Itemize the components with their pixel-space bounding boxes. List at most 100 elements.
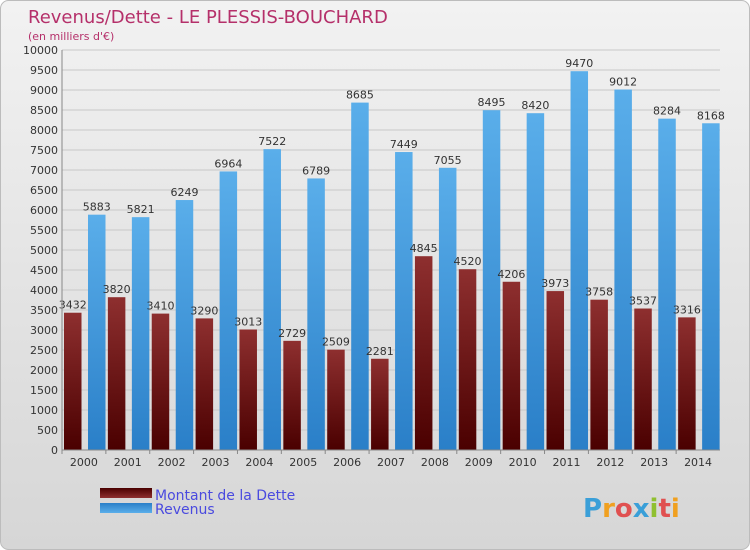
x-tick-label: 2013 <box>640 456 668 469</box>
y-tick-label: 9000 <box>30 84 58 97</box>
y-tick-label: 500 <box>37 424 58 437</box>
y-tick-label: 9500 <box>30 64 58 77</box>
logo-letter: o <box>615 494 633 524</box>
y-tick-label: 10000 <box>23 44 58 57</box>
data-label: 3758 <box>585 286 613 299</box>
data-label: 7522 <box>258 135 286 148</box>
bar-debt <box>414 256 433 450</box>
x-tick-label: 2002 <box>158 456 186 469</box>
data-label: 7449 <box>390 138 418 151</box>
logo-letter: P <box>583 494 602 524</box>
y-tick-label: 0 <box>51 444 58 457</box>
x-tick-label: 2012 <box>596 456 624 469</box>
data-label: 3290 <box>190 304 218 317</box>
legend-label-debt: Montant de la Dette <box>155 488 295 504</box>
y-tick-label: 4000 <box>30 284 58 297</box>
y-tick-label: 3000 <box>30 324 58 337</box>
data-label: 3537 <box>629 295 657 308</box>
x-tick-label: 2001 <box>114 456 142 469</box>
bar-revenue <box>131 217 150 450</box>
y-axis-ticks: 0 500 1000 1500 2000 2500 3000 3500 4000 4500 5000… <box>23 44 58 457</box>
y-tick-label: 6000 <box>30 204 58 217</box>
y-tick-label: 7000 <box>30 164 58 177</box>
bar-debt <box>678 317 696 450</box>
bar-debt <box>327 349 345 450</box>
x-tick-label: 2009 <box>465 456 493 469</box>
logo-letter: r <box>602 494 615 524</box>
data-label: 3410 <box>146 300 174 313</box>
data-label: 5883 <box>83 201 111 214</box>
data-labels: 3432 5883 3820 5821 3410 6249 3290 6964 3013 7522… <box>59 57 725 358</box>
x-tick-label: 2007 <box>377 456 405 469</box>
y-tick-label: 2000 <box>30 364 58 377</box>
data-label: 4206 <box>497 268 525 281</box>
bar-debt <box>502 281 521 450</box>
bar-revenue <box>263 149 281 450</box>
x-tick-label: 2011 <box>552 456 580 469</box>
bar-revenue <box>88 214 106 450</box>
data-label: 3432 <box>59 299 87 312</box>
data-label: 3316 <box>673 303 701 316</box>
x-tick-label: 2010 <box>509 456 537 469</box>
data-label: 8284 <box>653 105 681 118</box>
x-tick-label: 2014 <box>684 456 712 469</box>
data-label: 5821 <box>127 203 155 216</box>
bar-debt <box>283 340 301 450</box>
data-label: 9012 <box>609 76 637 89</box>
data-label: 2281 <box>366 345 394 358</box>
x-tick-label: 2008 <box>421 456 449 469</box>
data-label: 4845 <box>410 242 438 255</box>
proxiti-logo: Proxiti <box>583 494 680 524</box>
logo-letter: x <box>633 494 650 524</box>
bar-revenue <box>351 102 369 450</box>
data-label: 4520 <box>454 255 482 268</box>
data-label: 8685 <box>346 89 374 102</box>
y-tick-label: 1500 <box>30 384 58 397</box>
logo-letter: i <box>650 494 659 524</box>
data-label: 6964 <box>214 157 242 170</box>
bar-revenue <box>395 152 413 451</box>
data-label: 8168 <box>697 109 725 122</box>
y-tick-label: 8500 <box>30 104 58 117</box>
chart-title: Revenus/Dette - LE PLESSIS-BOUCHARD <box>28 7 388 28</box>
bar-debt <box>195 318 214 450</box>
data-label: 2729 <box>278 327 306 340</box>
legend-swatch-debt <box>100 488 152 498</box>
bar-debt <box>151 313 170 450</box>
x-tick-label: 2005 <box>289 456 317 469</box>
legend: Montant de la Dette Revenus <box>100 488 295 518</box>
y-tick-label: 8000 <box>30 124 58 137</box>
axes <box>61 50 720 451</box>
chart-subtitle: (en milliers d'€) <box>28 30 114 43</box>
grid-lines <box>62 49 720 451</box>
bar-revenue <box>570 71 589 450</box>
x-tick-label: 2006 <box>333 456 361 469</box>
bar-revenue <box>438 167 457 451</box>
data-label: 3013 <box>234 315 262 328</box>
bar-debt <box>546 291 565 450</box>
bar-debt <box>239 329 257 450</box>
y-tick-label: 6500 <box>30 184 58 197</box>
data-label: 3973 <box>541 277 569 290</box>
bar-debt <box>371 358 389 450</box>
y-tick-label: 1000 <box>30 404 58 417</box>
y-tick-label: 4500 <box>30 264 58 277</box>
data-label: 9470 <box>565 57 593 70</box>
data-label: 6249 <box>170 186 198 199</box>
data-label: 3820 <box>103 283 131 296</box>
bar-revenue <box>219 171 238 450</box>
data-label: 8420 <box>521 99 549 112</box>
y-tick-label: 2500 <box>30 344 58 357</box>
y-tick-label: 7500 <box>30 144 58 157</box>
y-tick-label: 3500 <box>30 304 58 317</box>
bar-revenue <box>614 89 632 451</box>
bar-revenue <box>526 113 545 450</box>
legend-swatch-revenue <box>100 503 152 513</box>
logo-letter: t <box>658 494 670 524</box>
y-tick-label: 5000 <box>30 244 58 257</box>
bar-revenue <box>482 110 501 450</box>
bar-revenue <box>702 123 720 450</box>
data-label: 6789 <box>302 164 330 177</box>
